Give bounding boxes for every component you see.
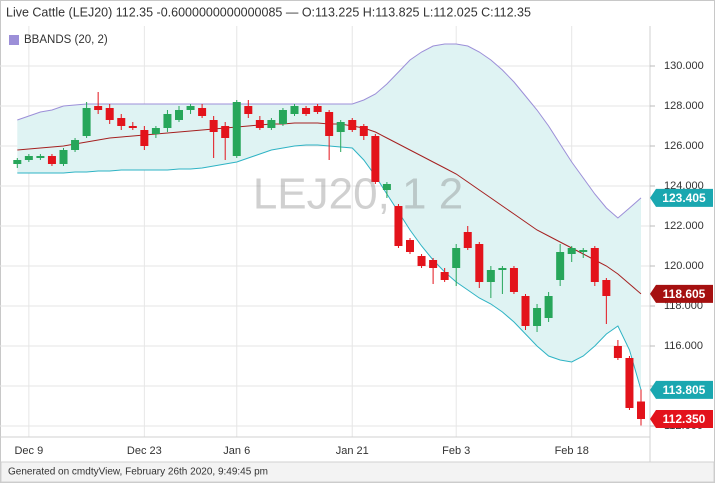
candle-body [486,270,495,282]
candle-body [325,112,334,136]
candle-body [94,106,103,110]
plot-area [13,43,645,426]
candle-body [556,252,565,280]
candle-body [590,248,599,282]
y-tick-label: 128.000 [664,100,704,112]
footer-bar [0,461,715,483]
candle-body [579,250,588,252]
candle-body [406,240,414,252]
candle-body [47,156,56,164]
candle-body [475,244,484,282]
y-tick-label: 122.000 [664,220,704,232]
legend-swatch [9,35,19,45]
candle-body [382,184,391,190]
chart-title: Live Cattle (LEJ20) 112.35 -0.6000000000… [6,5,531,19]
candle-body [348,120,357,130]
candle-body [290,106,299,114]
candle-body [255,120,264,128]
candle-body [613,346,622,358]
candle-body [533,308,542,326]
candle-body [498,268,507,270]
candle-body [336,122,345,132]
candle-body [140,130,149,146]
candle-body [244,106,253,114]
x-tick-label: Jan 6 [223,445,250,457]
candle-body [602,280,611,296]
price-tag-label: 123.405 [662,191,706,205]
candle-body [521,296,530,326]
price-tag-label: 113.805 [663,383,706,397]
y-tick-label: 126.000 [664,140,704,152]
watermark: LEJ20, 1 2 [253,170,463,219]
price-tag [650,380,713,399]
candle-body [417,256,426,266]
y-tick-label: 116.000 [664,340,703,352]
x-tick-label: Dec 9 [14,445,43,457]
candle-body [82,108,91,136]
candle-body [209,120,218,132]
price-tag-label: 118.605 [663,287,706,301]
candle-body [24,156,33,160]
price-tag [650,284,713,303]
candle-body [463,232,472,248]
candle-body [71,140,80,150]
candle-body [163,114,172,128]
candle-body [302,108,311,114]
price-tag-label: 112.350 [663,412,706,426]
candle-body [36,156,45,158]
y-tick-label: 120.000 [664,260,704,272]
candle-body [371,136,380,182]
candle-body [637,401,645,419]
candle-body [59,150,68,164]
candle-body [509,268,518,292]
footer: Generated on cmdtyView, February 26th 20… [8,467,268,478]
candle-body [313,106,322,112]
candle-body [175,110,183,120]
candle-body [267,120,276,128]
x-tick-label: Feb 3 [442,445,470,457]
candle-body [128,126,137,128]
candle-body [429,260,438,268]
candle-body [452,248,461,268]
candle-body [151,128,160,134]
candle-body [198,108,207,116]
candle-body [232,102,241,156]
candle-body [567,248,576,254]
price-tag [650,188,713,207]
candle-body [440,272,449,280]
y-tick-label: 118.000 [664,300,703,312]
y-tick-label: 130.000 [664,60,704,72]
x-tick-label: Jan 21 [336,445,369,457]
x-tick-label: Feb 18 [555,445,589,457]
candle-body [625,358,634,408]
candle-body [117,118,126,126]
candle-body [544,296,553,318]
candle-body [278,110,287,124]
legend-label[interactable]: BBANDS (20, 2) [24,34,108,46]
candle-body [221,126,230,138]
price-tag [650,410,713,428]
band-upper [17,43,642,219]
band-fill [17,44,642,390]
candle-body [394,206,403,246]
candle-body [359,126,368,136]
candle-body [13,160,22,164]
candle-body [186,106,195,110]
x-tick-label: Dec 23 [127,445,162,457]
candle-body [105,108,114,120]
